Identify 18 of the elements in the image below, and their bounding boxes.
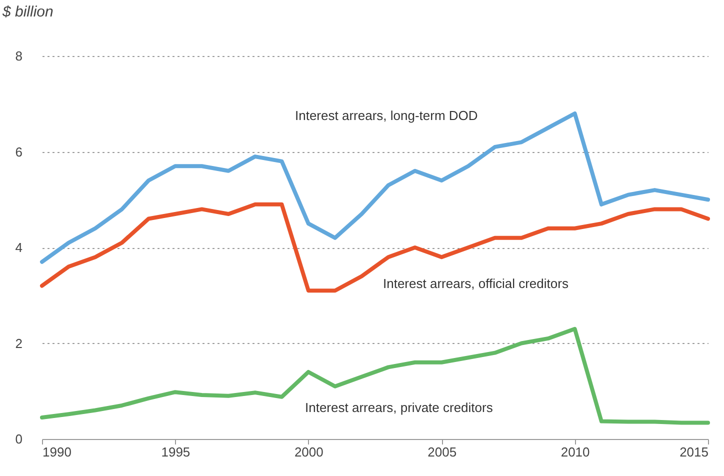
text: Interest arrears, long-term DOD — [295, 108, 478, 123]
x-tick-label: 2010 — [560, 444, 590, 460]
y-tick-label: 4 — [15, 240, 22, 255]
x-tick-label: 2005 — [428, 444, 457, 460]
x-tick-label: 1990 — [42, 444, 72, 460]
y-tick-label: 6 — [15, 144, 22, 160]
y-tick-label: 2 — [15, 336, 22, 351]
series-label: Interest arrears, official creditors — [383, 276, 569, 291]
series-label: Interest arrears, private creditors — [305, 400, 494, 415]
x-tick-label: 1995 — [161, 444, 190, 460]
y-axis-title: $ billion — [2, 4, 54, 20]
y-tick-label: 8 — [15, 48, 22, 64]
line-series — [40, 111, 710, 264]
y-tick-label: 0 — [15, 432, 22, 446]
x-tick-label: 2000 — [294, 444, 324, 460]
line-series — [40, 202, 710, 293]
x-tick-label: 2015 — [680, 444, 708, 460]
line-series — [40, 326, 710, 425]
